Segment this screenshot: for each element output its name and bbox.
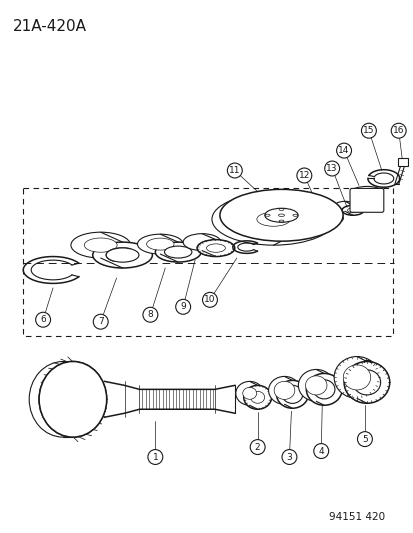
Text: 16: 16: [392, 126, 404, 135]
Ellipse shape: [342, 365, 370, 390]
Text: 12: 12: [298, 171, 309, 180]
Text: 3: 3: [286, 453, 292, 462]
Ellipse shape: [273, 381, 294, 399]
Text: 11: 11: [228, 166, 240, 175]
Ellipse shape: [315, 212, 342, 224]
Ellipse shape: [343, 361, 389, 403]
Text: 7: 7: [97, 317, 103, 326]
Ellipse shape: [268, 376, 300, 404]
Text: 5: 5: [361, 434, 367, 443]
Ellipse shape: [146, 238, 173, 250]
Circle shape: [142, 308, 157, 322]
Ellipse shape: [311, 210, 326, 216]
Ellipse shape: [276, 381, 308, 408]
Circle shape: [175, 300, 190, 314]
Circle shape: [313, 443, 328, 458]
Text: 15: 15: [362, 126, 374, 135]
Ellipse shape: [305, 376, 326, 395]
Ellipse shape: [298, 369, 333, 401]
Circle shape: [390, 123, 405, 138]
Text: 1: 1: [152, 453, 158, 462]
Circle shape: [361, 123, 375, 138]
Ellipse shape: [211, 193, 335, 245]
Ellipse shape: [347, 208, 358, 213]
Circle shape: [36, 312, 50, 327]
Ellipse shape: [242, 387, 256, 399]
FancyBboxPatch shape: [349, 188, 383, 212]
Ellipse shape: [206, 244, 225, 252]
Ellipse shape: [106, 248, 139, 262]
Ellipse shape: [71, 232, 130, 258]
Text: 6: 6: [40, 315, 46, 324]
Ellipse shape: [281, 385, 302, 403]
Ellipse shape: [183, 233, 221, 251]
Text: 10: 10: [204, 295, 215, 304]
Ellipse shape: [333, 357, 379, 398]
Ellipse shape: [341, 205, 363, 215]
Text: 9: 9: [180, 302, 185, 311]
Ellipse shape: [305, 207, 332, 219]
Text: 4: 4: [318, 447, 323, 456]
Ellipse shape: [256, 212, 290, 227]
Ellipse shape: [243, 385, 271, 409]
Ellipse shape: [250, 391, 264, 403]
Ellipse shape: [235, 382, 263, 405]
Ellipse shape: [264, 208, 297, 222]
Ellipse shape: [313, 380, 334, 399]
Circle shape: [93, 314, 108, 329]
Ellipse shape: [155, 242, 201, 262]
Ellipse shape: [306, 374, 341, 405]
Circle shape: [324, 161, 339, 176]
Text: 8: 8: [147, 310, 153, 319]
Ellipse shape: [84, 238, 117, 252]
Ellipse shape: [219, 189, 342, 241]
Ellipse shape: [137, 234, 183, 254]
Polygon shape: [139, 389, 214, 409]
Ellipse shape: [197, 240, 234, 256]
Circle shape: [281, 449, 296, 464]
Ellipse shape: [352, 370, 380, 395]
FancyBboxPatch shape: [397, 158, 407, 166]
Circle shape: [249, 440, 264, 455]
Text: 94151 420: 94151 420: [328, 512, 385, 522]
Text: 14: 14: [337, 146, 349, 155]
Ellipse shape: [321, 215, 336, 222]
Text: 2: 2: [254, 442, 260, 451]
Ellipse shape: [39, 361, 107, 437]
Circle shape: [202, 293, 217, 308]
Circle shape: [227, 163, 242, 178]
Ellipse shape: [333, 201, 355, 211]
Circle shape: [336, 143, 351, 158]
Ellipse shape: [39, 361, 107, 437]
Text: 13: 13: [325, 164, 337, 173]
Ellipse shape: [351, 187, 381, 196]
Circle shape: [147, 449, 162, 464]
Circle shape: [296, 168, 311, 183]
Ellipse shape: [29, 361, 97, 437]
Text: 21A-420A: 21A-420A: [13, 19, 87, 34]
Ellipse shape: [93, 242, 152, 268]
Ellipse shape: [164, 246, 192, 258]
Circle shape: [356, 432, 371, 447]
